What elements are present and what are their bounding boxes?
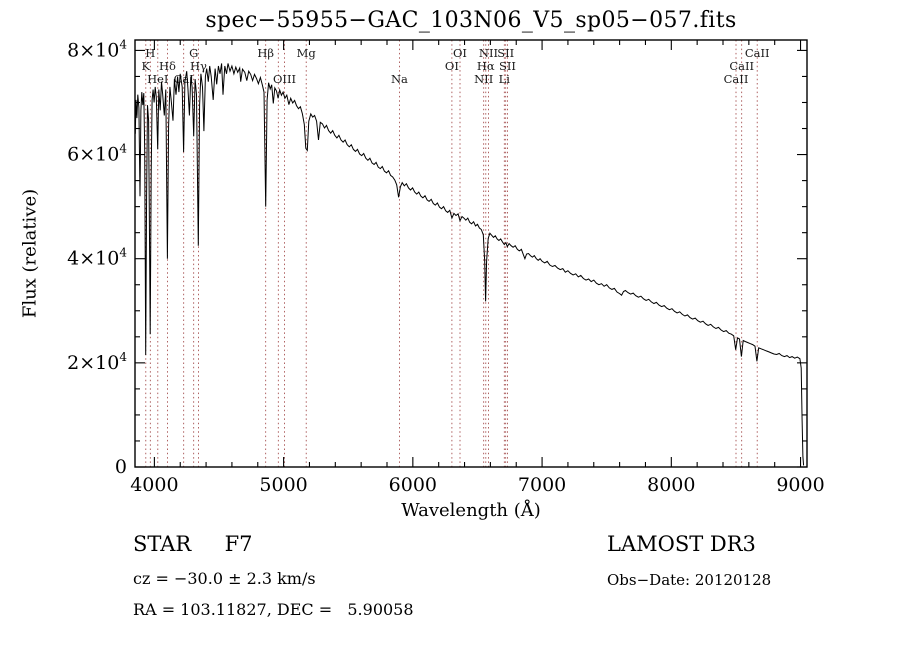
spectral-line-label: OI [453,46,467,60]
x-axis-label: Wavelength (Å) [401,500,541,521]
spectral-line-label: H [145,46,155,60]
survey-release-label: LAMOST DR3 [607,532,756,556]
y-axis-label: Flux (relative) [19,188,41,319]
spectral-line-label: G [189,46,198,60]
spectral-line-label: NII [474,72,493,86]
x-tick-label: 9000 [776,474,824,496]
spectral-line-label: Hα [477,59,495,73]
spectral-line-label: CaII [729,59,754,73]
spectral-line-label: CaII [724,72,749,86]
spectral-line-label: NII [479,46,498,60]
spectral-line-label: Hδ [159,59,176,73]
spectral-line-label: Hβ [257,46,274,60]
axis-box [134,39,808,468]
y-tick-label: 4×104 [67,246,127,270]
spectral-line-label: OI [445,59,459,73]
x-tick-label: 4000 [130,474,178,496]
x-tick-label: 5000 [259,474,307,496]
x-tick-label: 7000 [518,474,566,496]
spectral-line-label: Li [499,72,511,86]
spectral-line-label: OIII [273,72,296,86]
obs-date-label: Obs−Date: 20120128 [607,571,772,589]
radial-velocity-label: cz = −30.0 ± 2.3 km/s [133,569,316,588]
y-tick-label: 0 [115,456,127,478]
spectral-line-label: CaI [174,72,194,86]
spectral-line-label: Na [391,72,408,86]
x-tick-label: 6000 [389,474,437,496]
spectral-line-label: SII [499,59,516,73]
spectrum-line [134,63,805,466]
spectral-line-label: HeI [147,72,168,86]
plot-title: spec−55955−GAC_103N06_V5_sp05−057.fits [205,8,737,33]
spectral-line-label: CaII [745,46,770,60]
y-tick-label: 6×104 [67,142,127,166]
spectral-line-label: SII [497,46,514,60]
spectral-line-label: Hγ [190,59,207,73]
spectral-line-label: K [142,59,151,73]
spectral-line-label: Mg [297,46,317,60]
ra-dec-label: RA = 103.11827, DEC = 5.90058 [133,600,414,619]
x-tick-label: 8000 [647,474,695,496]
object-class-label: STAR F7 [133,532,253,556]
y-tick-label: 8×104 [67,37,127,61]
y-tick-label: 2×104 [67,350,127,374]
